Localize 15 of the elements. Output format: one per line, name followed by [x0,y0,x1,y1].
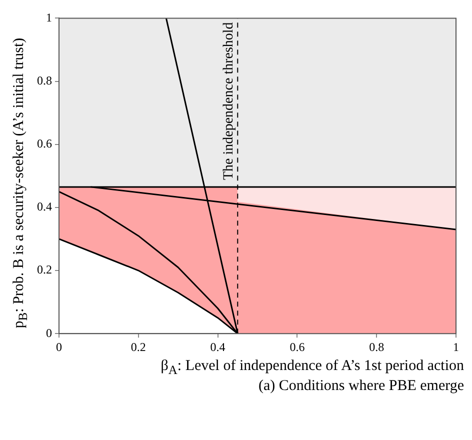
ref-line-label: The independence threshold [221,22,236,180]
x-tick-label: 0.8 [369,340,384,354]
x-tick-label: 0 [56,340,62,354]
text: (a) Conditions where PBE emerge [257,378,464,395]
x-tick-label: 0.4 [210,340,226,354]
x-axis-title: β$_{A}$: Level of independence of A’s 1st period action [160,358,464,378]
y-tick-label: 0.4 [37,200,52,214]
y-tick-label: 0.8 [37,73,52,88]
x-tick-label: 0.2 [130,340,146,354]
x-tick-label: 0.6 [290,340,305,354]
y-tick-label: 0.6 [37,136,52,151]
y-tick-label: 1 [46,10,52,24]
x-tick-label: 1 [453,340,459,354]
y-tick-label: 0.2 [37,262,52,277]
y-tick-label: 0 [46,326,52,340]
